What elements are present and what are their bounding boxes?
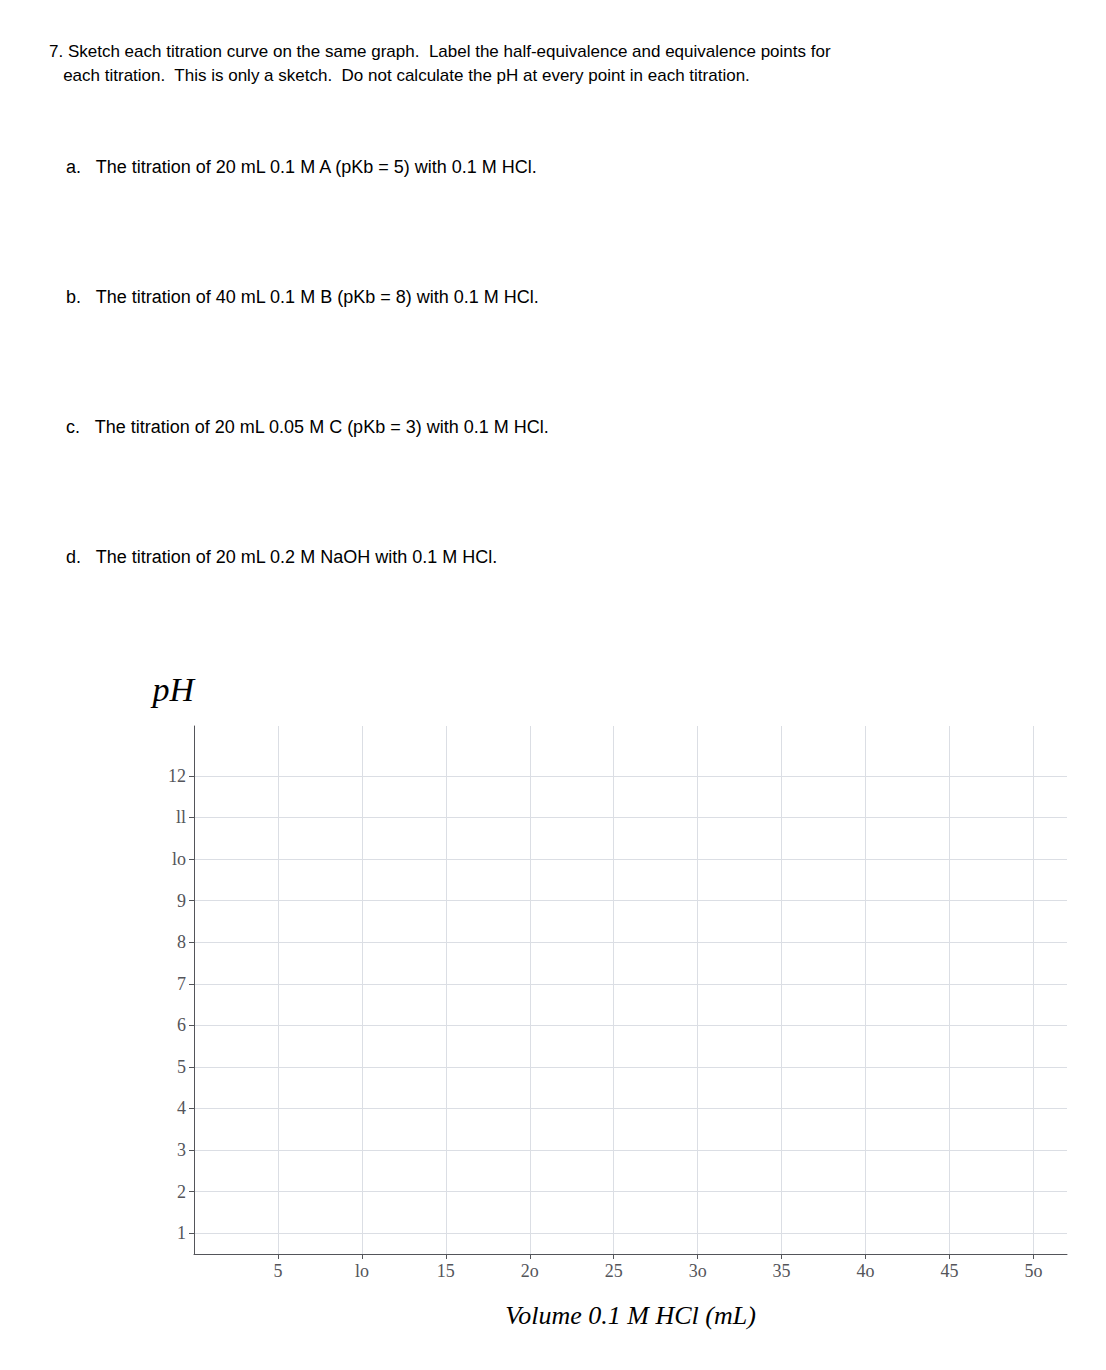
svg-text:5: 5: [177, 1057, 186, 1077]
svg-text:15: 15: [437, 1261, 455, 1281]
svg-text:3: 3: [177, 1140, 186, 1160]
svg-text:3o: 3o: [689, 1261, 707, 1281]
svg-text:4o: 4o: [857, 1261, 875, 1281]
svg-text:each titration. This is only: each titration. This is only a sketch. D…: [49, 66, 750, 85]
svg-text:7. Sketch each titration curve: 7. Sketch each titration curve on the sa…: [49, 42, 831, 61]
svg-text:pH: pH: [150, 671, 196, 708]
svg-text:Volume 0.1 M HCl (mL): Volume 0.1 M HCl (mL): [505, 1301, 756, 1330]
svg-text:35: 35: [773, 1261, 791, 1281]
svg-text:b. The titration of 40 mL 0.: b. The titration of 40 mL 0.1 M B (pKb =…: [66, 287, 539, 307]
svg-text:d. The titration of 20 mL 0.: d. The titration of 20 mL 0.2 M NaOH wit…: [66, 547, 497, 567]
svg-text:ll: ll: [176, 807, 186, 827]
svg-text:45: 45: [940, 1261, 958, 1281]
svg-text:4: 4: [177, 1098, 186, 1118]
svg-text:lo: lo: [172, 849, 186, 869]
svg-text:2: 2: [177, 1182, 186, 1202]
svg-text:c. The titration of 20 mL 0.: c. The titration of 20 mL 0.05 M C (pKb …: [66, 417, 549, 437]
svg-text:6: 6: [177, 1015, 186, 1035]
svg-text:5: 5: [273, 1261, 282, 1281]
svg-text:8: 8: [177, 932, 186, 952]
svg-text:9: 9: [177, 891, 186, 911]
svg-text:25: 25: [605, 1261, 623, 1281]
svg-text:7: 7: [177, 974, 186, 994]
svg-text:5o: 5o: [1024, 1261, 1042, 1281]
svg-text:a. The titration of 20 mL 0.: a. The titration of 20 mL 0.1 M A (pKb =…: [66, 157, 537, 177]
svg-text:12: 12: [168, 766, 186, 786]
svg-text:lo: lo: [355, 1261, 369, 1281]
svg-text:1: 1: [177, 1223, 186, 1243]
svg-text:2o: 2o: [521, 1261, 539, 1281]
